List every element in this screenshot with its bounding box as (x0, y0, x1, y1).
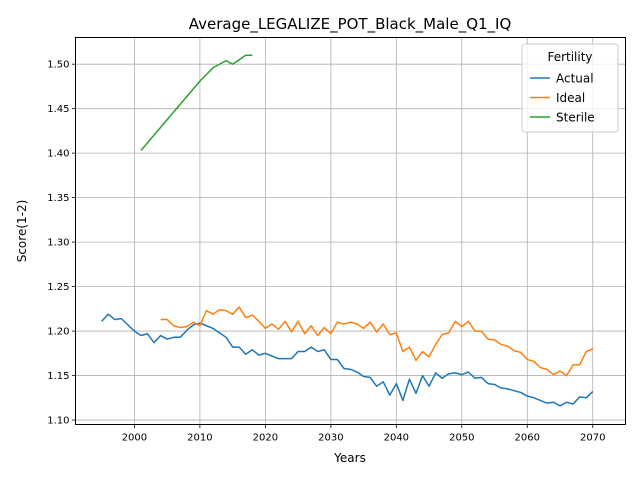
x-tick-label: 2000 (122, 433, 147, 444)
legend-label-ideal: Ideal (556, 91, 585, 105)
x-tick-label: 2030 (318, 433, 343, 444)
y-tick-label: 1.15 (47, 371, 69, 382)
y-tick-label: 1.20 (47, 327, 69, 338)
x-tick-label: 2060 (515, 433, 540, 444)
x-tick-label: 2010 (187, 433, 212, 444)
y-tick-label: 1.45 (47, 104, 69, 115)
x-tick-label: 2020 (253, 433, 278, 444)
y-tick-label: 1.50 (47, 60, 69, 71)
x-tick-label: 2040 (384, 433, 409, 444)
y-axis-label: Score(1-2) (15, 200, 29, 263)
x-axis-label: Years (333, 451, 366, 465)
legend-box (521, 43, 619, 133)
y-tick-label: 1.30 (47, 238, 69, 249)
legend-label-actual: Actual (556, 72, 594, 86)
legend-label-sterile: Sterile (556, 111, 595, 125)
y-axis-ticks: 1.10 1.15 1.20 1.25 1.30 1.35 1.40 1.45 1.50 (47, 60, 76, 427)
legend: Fertility Actual Ideal Sterile (521, 43, 619, 133)
x-tick-label: 2050 (449, 433, 474, 444)
series-line-ideal (160, 306, 594, 377)
grid (75, 37, 626, 425)
chart-title: Average_LEGALIZE_POT_Black_Male_Q1_IQ (189, 15, 512, 34)
x-axis-ticks: 2000 2010 2020 2030 2040 2050 2060 2070 (122, 424, 605, 444)
y-tick-label: 1.10 (47, 416, 69, 427)
legend-title: Fertility (547, 50, 592, 64)
series-line-sterile (140, 54, 253, 151)
y-tick-label: 1.25 (47, 282, 69, 293)
series-lines (101, 54, 594, 407)
series-line-actual (101, 313, 594, 407)
y-tick-label: 1.40 (47, 149, 69, 160)
x-tick-label: 2070 (580, 433, 605, 444)
plot-frame (75, 37, 626, 425)
y-tick-label: 1.35 (47, 193, 69, 204)
